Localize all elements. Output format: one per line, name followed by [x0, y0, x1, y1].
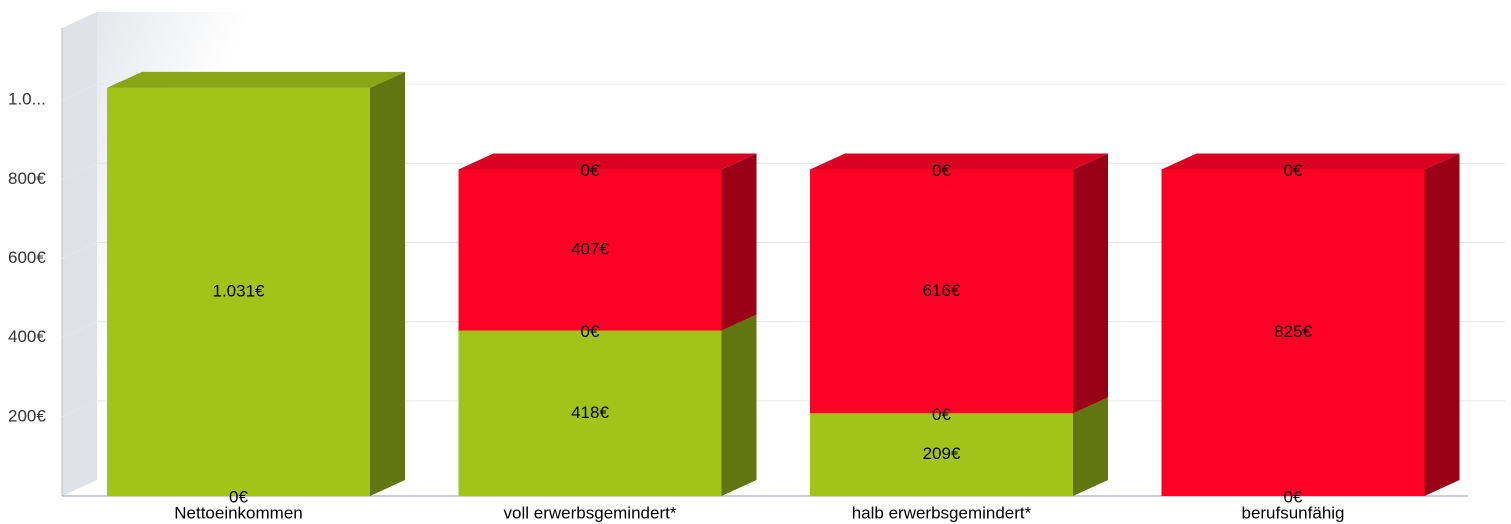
bar-side — [721, 153, 757, 331]
bar-segment — [458, 330, 722, 496]
bar-segment — [810, 169, 1073, 414]
value-label: 0€ — [932, 161, 951, 180]
bar-segment — [810, 413, 1073, 496]
bar-segment — [1161, 169, 1425, 496]
value-label: 0€ — [229, 487, 248, 506]
bar-top — [810, 153, 1108, 170]
bar-side — [1073, 153, 1108, 414]
bar-side — [1073, 397, 1108, 496]
value-label: 0€ — [581, 161, 600, 180]
x-tick-label: voll erwerbsgemindert* — [504, 503, 677, 522]
x-tick-label: berufsunfähig — [1241, 503, 1344, 522]
bar-top — [107, 71, 405, 88]
value-label: 0€ — [581, 322, 600, 341]
value-label: 616€ — [923, 281, 961, 300]
bar-segment — [107, 87, 370, 496]
value-label: 0€ — [1284, 487, 1303, 506]
left-wall — [62, 12, 97, 496]
x-tick-label: Nettoeinkommen — [174, 503, 303, 522]
bar-side — [1424, 153, 1460, 496]
value-label: 418€ — [571, 403, 609, 422]
y-tick-label: 1.0... — [8, 90, 46, 109]
value-label: 825€ — [1274, 322, 1312, 341]
bar-top — [1161, 153, 1460, 170]
value-label: 407€ — [571, 239, 609, 258]
y-tick-label: 400€ — [8, 327, 46, 346]
grid-line — [61, 83, 1505, 101]
value-label: 209€ — [923, 444, 961, 463]
value-label: 0€ — [1284, 161, 1303, 180]
value-label: 0€ — [932, 405, 951, 424]
bar-side — [721, 314, 757, 496]
bar-top — [458, 153, 757, 170]
y-tick-label: 200€ — [8, 406, 46, 425]
bar-segment — [458, 169, 722, 331]
y-tick-label: 800€ — [8, 169, 46, 188]
x-tick-label: halb erwerbsgemindert* — [852, 503, 1032, 522]
bar-side — [370, 71, 405, 496]
value-label: 1.031€ — [213, 281, 266, 300]
y-tick-label: 600€ — [8, 248, 46, 267]
